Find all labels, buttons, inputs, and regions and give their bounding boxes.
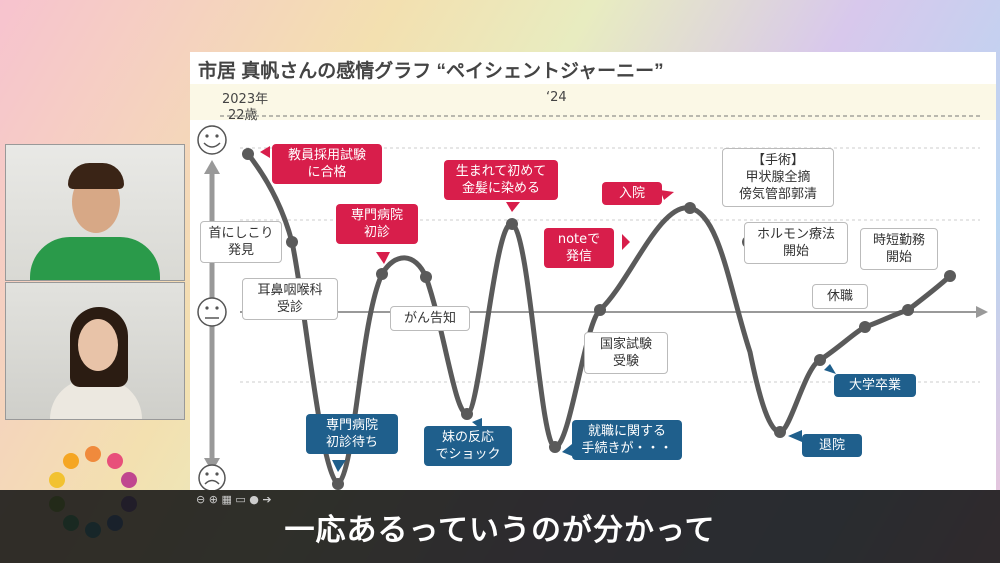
callout-cancer-diagnosis: がん告知 <box>390 306 470 331</box>
timeline-bar: 2023年 22歳 ‘24 <box>190 84 996 123</box>
callout-text: 首にしこり 発見 <box>208 226 274 258</box>
zoom-out-icon[interactable]: ⊖ <box>196 493 206 506</box>
callout-hospitalization: 入院 <box>602 182 662 205</box>
callout-specialist-wait: 専門病院 初診待ち <box>306 414 398 454</box>
callout-blonde-hair: 生まれて初めて 金髪に染める <box>444 160 558 200</box>
next-icon[interactable]: ➔ <box>262 493 272 506</box>
callout-short-hours: 時短勤務 開始 <box>860 228 938 270</box>
callout-text: 生まれて初めて 金髪に染める <box>455 164 547 196</box>
sad-face-icon <box>198 464 226 490</box>
callout-hormone-therapy: ホルモン療法 開始 <box>744 222 848 264</box>
callout-text: 耳鼻咽喉科 受診 <box>257 283 323 315</box>
slide-toolbar: ⊖ ⊕ ▦ ▭ ● ➔ <box>196 493 272 506</box>
callout-text: 妹の反応 でショック <box>435 430 501 462</box>
callout-specialist-first: 専門病院 初診 <box>336 204 418 244</box>
callout-sister-shock: 妹の反応 でショック <box>424 426 512 466</box>
callout-national-exam: 国家試験 受験 <box>584 332 668 374</box>
grid-icon[interactable]: ▦ <box>221 493 232 506</box>
callout-ent-visit: 耳鼻咽喉科 受診 <box>242 278 338 320</box>
subtitle-bar <box>0 490 1000 563</box>
callout-text: 就職に関する 手続きが・・・ <box>581 424 673 456</box>
callout-text: 国家試験 受験 <box>599 337 652 369</box>
callout-text: 大学卒業 <box>848 378 901 393</box>
callout-job-procedures: 就職に関する 手続きが・・・ <box>572 420 682 460</box>
chat-icon[interactable]: ▭ <box>235 493 246 506</box>
person-2-head <box>78 319 118 371</box>
year-mid-label: ‘24 <box>546 90 567 105</box>
shared-slide: 市居 真帆さんの感情グラフ “ペイシェントジャーニー” 2023年 22歳 ‘2… <box>190 52 996 490</box>
callout-text: 専門病院 初診 <box>350 208 403 240</box>
callout-neck-lump: 首にしこり 発見 <box>200 221 282 263</box>
slide-title: 市居 真帆さんの感情グラフ “ペイシェントジャーニー” <box>198 61 664 82</box>
happy-face-icon <box>197 125 227 155</box>
year-start-label: 2023年 <box>222 92 269 107</box>
callout-note-post: noteで 発信 <box>544 228 614 268</box>
callout-text: がん告知 <box>403 311 456 326</box>
callout-graduation: 大学卒業 <box>834 374 916 397</box>
callout-text: 【手術】 甲状腺全摘 傍気管部郭清 <box>738 153 817 202</box>
callout-discharge: 退院 <box>802 434 862 457</box>
neutral-face-icon <box>197 297 227 327</box>
person-1-body <box>30 237 160 280</box>
callout-leave: 休職 <box>812 284 868 309</box>
participant-video-2[interactable] <box>5 282 185 420</box>
callout-text: 退院 <box>818 438 845 453</box>
subtitle-text: 一応あるっていうのが分かって <box>284 513 716 548</box>
callout-text: 教員採用試験 に合格 <box>287 148 366 180</box>
callout-exam-pass: 教員採用試験 に合格 <box>272 144 382 184</box>
callout-text: 休職 <box>826 289 853 304</box>
callout-text: noteで 発信 <box>557 232 601 264</box>
callout-surgery: 【手術】 甲状腺全摘 傍気管部郭清 <box>722 148 834 207</box>
callout-text: 時短勤務 開始 <box>872 233 925 265</box>
participant-video-1[interactable] <box>5 144 185 281</box>
more-icon[interactable]: ● <box>249 493 259 506</box>
zoom-in-icon[interactable]: ⊕ <box>208 493 218 506</box>
callout-text: ホルモン療法 開始 <box>756 227 835 259</box>
callout-text: 専門病院 初診待ち <box>325 418 378 450</box>
callout-text: 入院 <box>618 186 645 201</box>
